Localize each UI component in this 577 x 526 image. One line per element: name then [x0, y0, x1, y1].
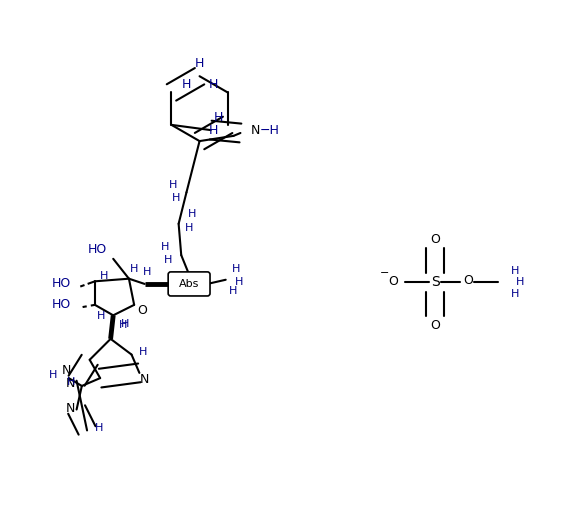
- Text: N: N: [61, 364, 71, 377]
- Text: N: N: [66, 402, 75, 415]
- Text: H: H: [97, 311, 106, 321]
- Text: H: H: [214, 110, 223, 124]
- Text: H: H: [143, 267, 151, 277]
- Text: O: O: [137, 304, 147, 317]
- Text: S: S: [430, 275, 439, 289]
- Text: H: H: [185, 223, 193, 233]
- Text: N: N: [66, 377, 75, 390]
- Text: H: H: [511, 289, 519, 299]
- Text: H: H: [118, 320, 127, 330]
- Text: H: H: [208, 78, 218, 91]
- Text: O: O: [388, 275, 398, 288]
- Text: H: H: [49, 370, 57, 380]
- Text: N: N: [250, 124, 260, 137]
- Text: −: −: [380, 268, 389, 278]
- Text: H: H: [232, 264, 241, 274]
- Text: H: H: [169, 179, 178, 189]
- Text: H: H: [181, 78, 191, 91]
- Text: H: H: [516, 277, 524, 287]
- Text: H: H: [208, 124, 218, 137]
- Text: −H: −H: [259, 124, 279, 137]
- Text: H: H: [100, 271, 108, 281]
- Text: H: H: [164, 256, 173, 266]
- FancyBboxPatch shape: [168, 272, 210, 296]
- Text: H: H: [139, 347, 147, 357]
- Text: H: H: [511, 266, 519, 276]
- Text: O: O: [463, 274, 473, 287]
- Text: N: N: [140, 372, 149, 386]
- Text: HO: HO: [52, 298, 72, 311]
- Text: H: H: [195, 57, 204, 69]
- Text: H: H: [95, 423, 103, 433]
- Text: H: H: [121, 319, 129, 329]
- Text: H: H: [235, 277, 243, 287]
- Text: HO: HO: [52, 277, 72, 290]
- Text: H: H: [67, 377, 76, 387]
- Text: O: O: [430, 233, 440, 246]
- Text: H: H: [162, 242, 170, 252]
- Text: H: H: [130, 264, 138, 274]
- Text: H: H: [230, 286, 238, 296]
- Text: H: H: [188, 209, 196, 219]
- Text: H: H: [172, 193, 180, 203]
- Text: Abs: Abs: [179, 279, 199, 289]
- Text: O: O: [430, 319, 440, 332]
- Text: HO: HO: [88, 243, 107, 256]
